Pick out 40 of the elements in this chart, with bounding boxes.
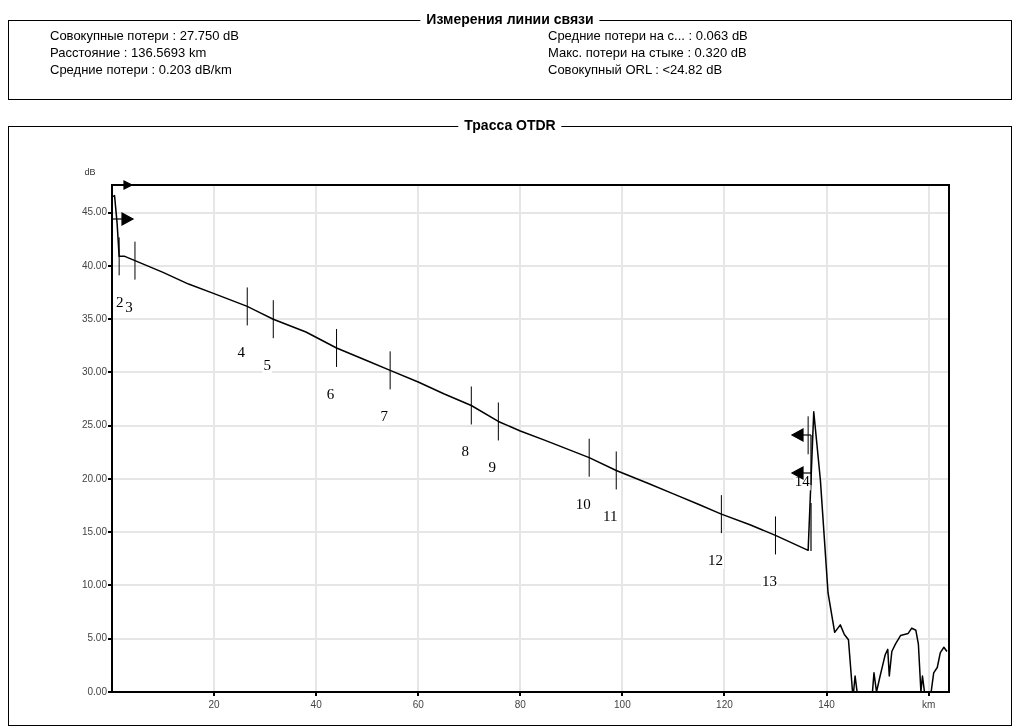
- x-tick-label: km: [921, 698, 936, 710]
- y-tick-label: 5.00: [87, 632, 108, 644]
- x-tick-label: 100: [614, 698, 632, 710]
- annotation: 4: [237, 344, 246, 361]
- y-axis-title: dB: [84, 167, 96, 177]
- x-tick-label: 20: [208, 698, 221, 710]
- text: Макс. потери на стыке : 0.320 dB: [548, 45, 747, 60]
- y-tick-label: 0.00: [87, 685, 108, 697]
- y-tick-label: 20.00: [81, 472, 108, 484]
- annotation: 11: [603, 508, 618, 525]
- text: Средние потери на с... : 0.063 dB: [548, 28, 748, 43]
- annotation: 13: [761, 573, 777, 590]
- text: Совокупный ORL : <24.82 dB: [548, 62, 723, 77]
- x-tick-label: 40: [310, 698, 323, 710]
- annotation: 3: [125, 298, 133, 315]
- annotation: 7: [380, 408, 389, 425]
- y-tick-label: 25.00: [81, 419, 108, 431]
- y-tick-label: 40.00: [81, 259, 108, 271]
- chart-title: Трасса OTDR: [458, 117, 562, 133]
- annotation: 14: [794, 473, 811, 490]
- text: Средние потери : 0.203 dB/km: [50, 62, 232, 77]
- y-tick-label: 10.00: [81, 579, 108, 591]
- annotation: 12: [707, 552, 723, 569]
- annotation: 5: [263, 357, 272, 374]
- annotation: 6: [326, 385, 335, 402]
- x-tick-label: 60: [412, 698, 425, 710]
- chart-subtitle: Измерения линии связи: [420, 11, 600, 27]
- text: Совокупные потери : 27.750 dB: [50, 28, 239, 43]
- y-tick-label: 35.00: [81, 312, 108, 324]
- annotation: 9: [488, 459, 497, 476]
- annotation: 2: [116, 294, 124, 311]
- y-tick-label: 15.00: [81, 525, 108, 537]
- x-tick-label: 120: [716, 698, 734, 710]
- x-tick-label: 140: [818, 698, 836, 710]
- y-tick-label: 30.00: [81, 366, 108, 378]
- y-tick-label: 45.00: [81, 206, 108, 218]
- annotation: 10: [575, 495, 591, 512]
- text: Расстояние : 136.5693 km: [50, 45, 207, 60]
- x-tick-label: 80: [514, 698, 527, 710]
- annotation: 8: [461, 443, 470, 460]
